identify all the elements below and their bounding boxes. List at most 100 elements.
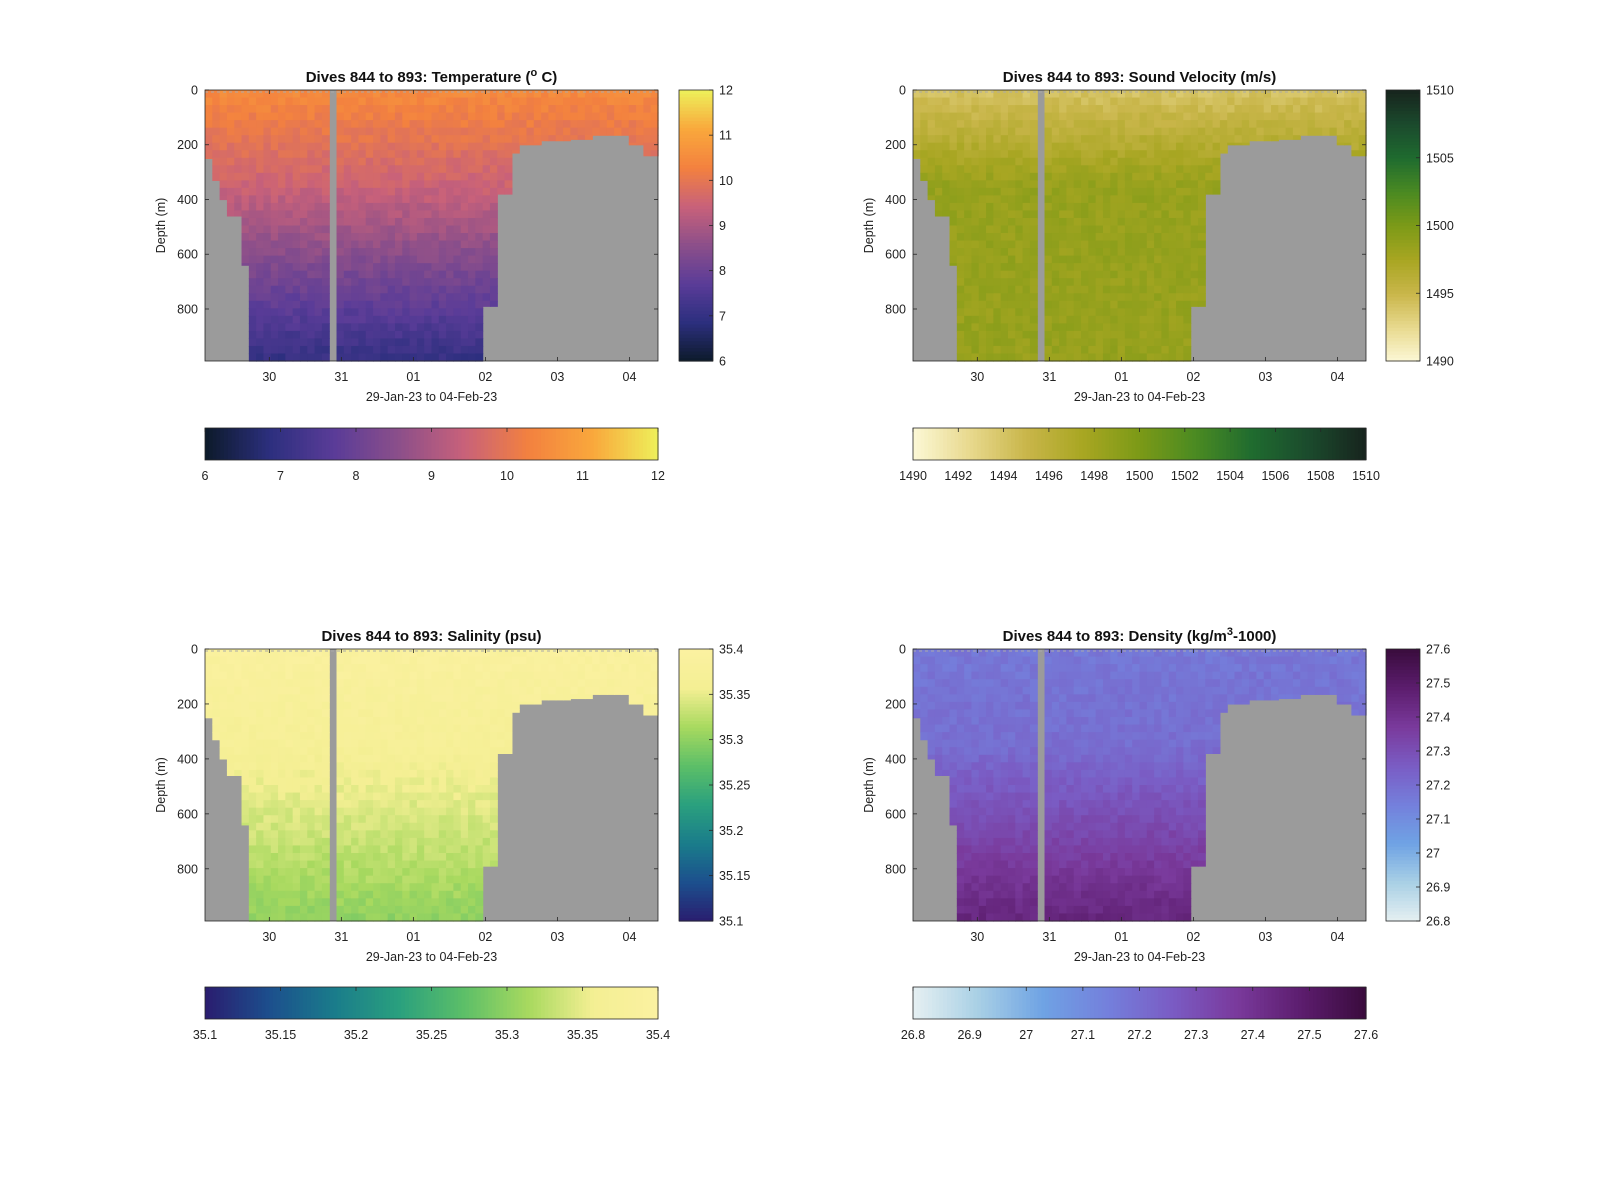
colorbar-v-segment xyxy=(679,276,713,281)
data-cell xyxy=(321,807,330,816)
data-cell xyxy=(1066,180,1075,189)
data-cell xyxy=(497,135,506,144)
data-cell xyxy=(212,172,221,181)
data-cell xyxy=(1168,338,1177,347)
colorbar-h-segment xyxy=(1173,428,1178,460)
data-cell xyxy=(1329,112,1338,121)
data-cell xyxy=(956,263,965,272)
colorbar-h-segment xyxy=(1045,428,1050,460)
data-cell xyxy=(292,664,301,673)
colorbar-v-segment xyxy=(1386,252,1420,257)
data-cell xyxy=(1007,285,1016,294)
data-cell xyxy=(1088,217,1097,227)
data-cell xyxy=(402,285,411,294)
data-cell xyxy=(1183,180,1192,189)
colorbar-v-segment xyxy=(679,333,713,338)
data-cell xyxy=(460,656,469,665)
data-cell xyxy=(321,686,330,695)
data-cell xyxy=(1271,90,1279,99)
data-cell xyxy=(628,686,637,695)
data-cell xyxy=(321,815,330,824)
data-cell xyxy=(475,686,484,695)
data-cell xyxy=(1000,300,1009,309)
data-cell xyxy=(511,105,520,114)
colorbar-h-segment xyxy=(242,428,248,460)
data-cell xyxy=(241,157,250,166)
data-cell xyxy=(336,883,345,892)
data-cell xyxy=(387,285,396,294)
data-cell xyxy=(1154,165,1163,174)
colorbar-h-segment xyxy=(924,428,929,460)
data-cell xyxy=(212,671,221,680)
data-cell xyxy=(446,300,455,309)
data-cell xyxy=(1051,187,1060,196)
data-cell xyxy=(248,868,257,877)
data-cell xyxy=(380,293,389,302)
colorbar-v-segment xyxy=(679,839,713,844)
data-cell xyxy=(248,754,257,763)
data-cell xyxy=(1190,255,1199,264)
data-cell xyxy=(343,868,352,877)
data-cell xyxy=(1146,345,1155,355)
colorbar-h-segment xyxy=(371,428,376,460)
data-cell xyxy=(299,837,308,847)
data-cell xyxy=(1059,210,1068,219)
data-cell xyxy=(1088,195,1097,204)
data-cell xyxy=(1124,353,1133,362)
data-cell xyxy=(511,127,520,136)
data-cell xyxy=(482,853,491,862)
data-cell xyxy=(1110,330,1119,340)
data-cell xyxy=(927,180,936,189)
colorbar-h-segment xyxy=(1222,428,1227,460)
data-cell xyxy=(1234,120,1243,129)
data-cell xyxy=(1066,225,1075,234)
data-cell xyxy=(314,353,323,362)
y-tick-label: 600 xyxy=(177,807,198,821)
data-cell xyxy=(942,112,951,121)
data-cell xyxy=(438,845,447,854)
data-cell xyxy=(1197,217,1206,227)
data-cell xyxy=(1146,180,1155,189)
data-cell xyxy=(299,248,308,257)
data-cell xyxy=(482,285,491,294)
data-cell xyxy=(307,890,316,899)
data-cell xyxy=(387,202,396,212)
colorbar-h-segment xyxy=(1033,428,1039,460)
data-cell xyxy=(650,686,659,695)
data-cell xyxy=(563,694,571,701)
data-cell xyxy=(226,127,235,136)
colorbar-h-segment xyxy=(254,428,259,460)
data-cell xyxy=(314,837,323,847)
data-cell xyxy=(387,853,396,862)
data-cell xyxy=(1110,90,1119,99)
data-cell xyxy=(584,656,593,665)
data-cell xyxy=(321,195,330,204)
data-cell xyxy=(913,135,921,144)
data-cell xyxy=(949,135,958,144)
data-cell xyxy=(920,142,929,151)
data-cell xyxy=(1256,97,1265,106)
data-cell xyxy=(1066,248,1075,257)
data-cell xyxy=(314,278,323,287)
data-cell xyxy=(1161,255,1170,264)
data-cell xyxy=(409,679,418,688)
data-cell xyxy=(942,157,951,166)
data-cell xyxy=(1358,127,1367,136)
data-cell xyxy=(299,905,308,915)
data-cell xyxy=(314,165,323,174)
data-cell xyxy=(373,165,381,174)
data-cell xyxy=(1183,195,1192,204)
data-cell xyxy=(416,875,425,884)
data-cell xyxy=(278,732,286,741)
data-cell xyxy=(1139,157,1148,166)
data-cell xyxy=(299,868,308,877)
data-cell xyxy=(1146,195,1155,204)
data-cell xyxy=(212,150,221,159)
data-cell xyxy=(942,202,951,212)
data-cell xyxy=(387,777,396,786)
data-cell xyxy=(548,120,557,129)
data-cell xyxy=(475,345,484,355)
data-cell xyxy=(256,845,265,854)
data-cell xyxy=(438,664,447,673)
data-cell xyxy=(1336,127,1345,136)
